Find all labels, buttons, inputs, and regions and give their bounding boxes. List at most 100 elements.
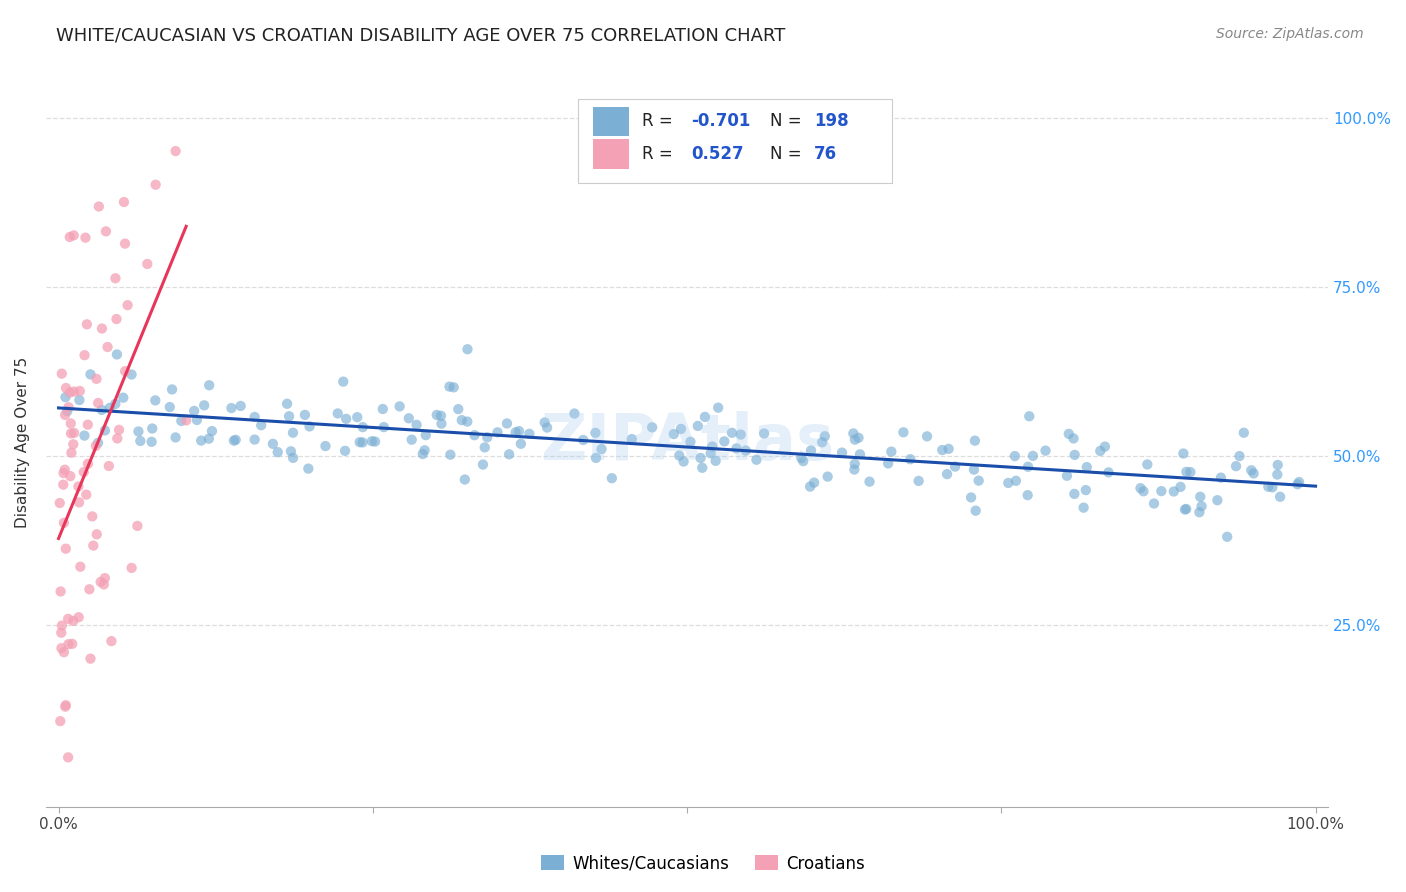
Point (450, 413, 472, 427)
Point (585, 450, 607, 465)
Point (1175, 502, 1198, 516)
Point (141, 434, 163, 449)
Point (734, 443, 756, 458)
Point (67, 392, 90, 407)
Point (243, 409, 266, 424)
Point (1206, 493, 1229, 508)
Point (281, 425, 304, 440)
Point (52, 477, 75, 491)
Point (229, 399, 252, 413)
Point (792, 454, 814, 468)
Point (1129, 481, 1152, 495)
Point (48, 496, 70, 510)
Point (814, 429, 837, 443)
Point (165, 430, 187, 444)
Point (141, 421, 163, 435)
Point (174, 413, 197, 427)
Point (127, 425, 149, 439)
Y-axis label: Disability Age Over 75: Disability Age Over 75 (15, 357, 30, 528)
Point (77, 457, 100, 471)
Point (104, 271, 127, 285)
Point (90, 403, 112, 417)
Point (844, 457, 866, 471)
Point (314, 439, 336, 453)
Point (160, 383, 183, 397)
Point (1076, 460, 1098, 475)
Point (1005, 474, 1028, 488)
Point (858, 475, 880, 489)
Point (713, 434, 735, 449)
Point (105, 432, 128, 446)
Point (1265, 467, 1288, 482)
Point (702, 440, 724, 454)
Point (79, 651, 101, 665)
FancyBboxPatch shape (593, 107, 630, 136)
Point (243, 433, 266, 447)
Text: Source: ZipAtlas.com: Source: ZipAtlas.com (1216, 27, 1364, 41)
Point (73, 428, 96, 442)
Point (413, 443, 436, 458)
Point (127, 519, 149, 533)
Point (52, 466, 75, 480)
Point (1240, 463, 1263, 477)
Point (278, 409, 301, 424)
Point (53, 699, 76, 714)
Point (112, 194, 135, 209)
Point (1074, 483, 1097, 497)
Point (52, 645, 75, 659)
Point (79, 582, 101, 597)
Point (591, 442, 613, 456)
Point (907, 474, 929, 488)
Point (281, 450, 304, 465)
Point (508, 424, 530, 438)
Point (1132, 484, 1154, 499)
Point (364, 434, 387, 449)
Point (1225, 459, 1247, 474)
Point (965, 504, 987, 518)
Point (1233, 425, 1256, 440)
Point (87, 200, 110, 214)
Text: 76: 76 (814, 145, 837, 163)
Text: N =: N = (770, 112, 807, 130)
Point (426, 408, 449, 422)
Point (536, 420, 558, 434)
Point (193, 398, 215, 412)
Point (129, 434, 152, 448)
Point (67, 479, 90, 493)
Point (332, 375, 354, 389)
Point (1288, 475, 1310, 489)
Point (1017, 488, 1039, 502)
Point (1191, 500, 1213, 514)
Point (1180, 465, 1202, 479)
Point (880, 444, 903, 458)
Text: ZIPAtlas: ZIPAtlas (540, 411, 834, 474)
Point (262, 437, 284, 451)
Point (1143, 496, 1166, 510)
Point (668, 449, 690, 463)
Point (335, 412, 357, 426)
Point (439, 379, 461, 393)
Point (831, 445, 853, 459)
Point (93, 577, 115, 591)
Point (198, 432, 221, 446)
Point (1063, 487, 1085, 501)
Point (94, 224, 117, 238)
Point (49, 714, 72, 728)
Point (844, 433, 866, 447)
Point (1073, 500, 1095, 515)
Legend: Whites/Caucasians, Croatians: Whites/Caucasians, Croatians (534, 848, 872, 880)
Point (75, 230, 97, 244)
Point (517, 426, 540, 441)
Point (486, 425, 509, 440)
Point (690, 460, 713, 475)
Point (1243, 467, 1265, 481)
Point (298, 419, 321, 434)
Point (86, 527, 108, 541)
Point (388, 400, 411, 414)
Point (96, 340, 118, 354)
Point (86, 372, 108, 386)
Point (456, 415, 478, 429)
Point (98, 401, 121, 415)
Point (844, 462, 866, 476)
Point (94, 571, 117, 585)
